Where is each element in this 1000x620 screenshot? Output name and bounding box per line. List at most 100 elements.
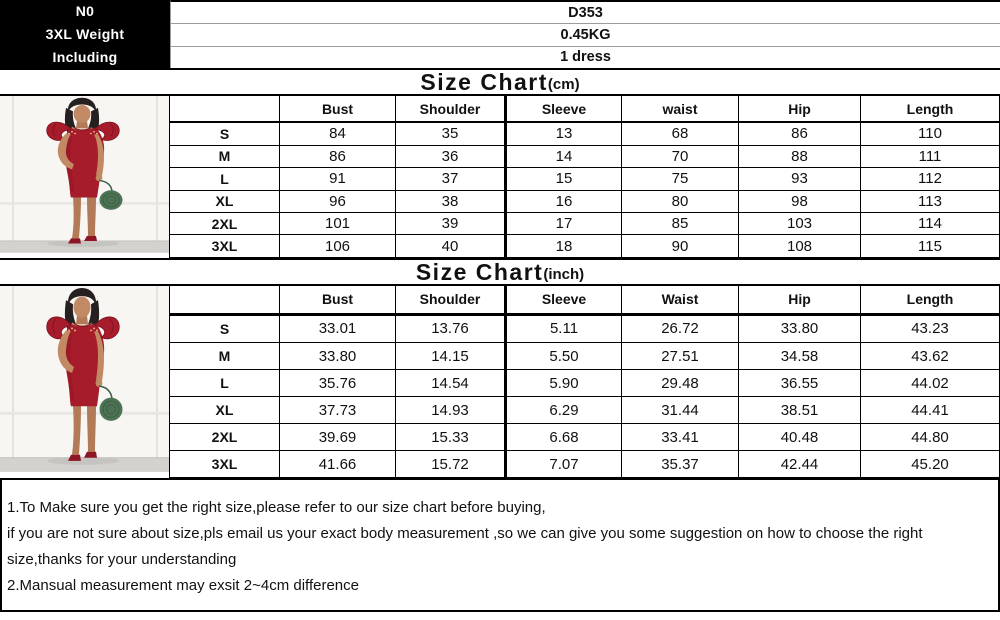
table-row: S 84 35 13 68 86 110 — [169, 121, 1000, 146]
model-photo-illustration — [0, 96, 169, 258]
column-header: Hip — [738, 286, 861, 316]
note-line: if you are not sure about size,pls email… — [7, 525, 923, 542]
size-value: 18 — [504, 234, 622, 258]
size-value: 33.80 — [279, 342, 396, 370]
table-row: 2XL 39.69 15.33 6.68 33.41 40.48 44.80 — [169, 423, 1000, 451]
notes-section: 1.To Make sure you get the right size,pl… — [0, 478, 1000, 620]
size-value: 36.55 — [738, 369, 861, 397]
column-header — [169, 286, 280, 316]
column-header: Length — [860, 96, 1000, 123]
size-label: M — [169, 342, 280, 370]
size-label: 3XL — [169, 234, 280, 258]
table-row: M 33.80 14.15 5.50 27.51 34.58 43.62 — [169, 342, 1000, 370]
size-value: 27.51 — [621, 342, 739, 370]
info-label-no: N0 — [75, 3, 95, 20]
size-value: 33.01 — [279, 313, 396, 343]
size-value: 5.50 — [504, 342, 622, 370]
size-value: 16 — [504, 189, 622, 214]
size-value: 108 — [738, 234, 861, 258]
header-row: Bust Shoulder Sleeve waist Hip Length — [169, 96, 1000, 123]
size-value: 17 — [504, 211, 622, 236]
column-header: Bust — [279, 96, 396, 123]
column-header: Sleeve — [504, 96, 622, 123]
size-value: 88 — [738, 144, 861, 169]
size-value: 111 — [860, 144, 1000, 169]
title-unit-inch: (inch) — [543, 266, 585, 283]
size-value: 68 — [621, 121, 739, 146]
size-value: 43.62 — [860, 342, 1000, 370]
column-header: Length — [860, 286, 1000, 316]
size-value: 14.54 — [395, 369, 506, 397]
title-unit-cm: (cm) — [547, 76, 580, 93]
size-value: 37.73 — [279, 396, 396, 424]
cm-section: Bust Shoulder Sleeve waist Hip Length S 84 35 13 6… — [0, 96, 1000, 258]
size-value: 115 — [860, 234, 1000, 258]
size-value: 15 — [504, 167, 622, 191]
product-info-row: N0 3XL Weight Including D353 0.45KG 1 dr… — [0, 0, 1000, 68]
size-value: 33.80 — [738, 313, 861, 343]
size-value: 35.76 — [279, 369, 396, 397]
size-value: 93 — [738, 167, 861, 191]
size-value: 103 — [738, 211, 861, 236]
inch-size-table: Bust Shoulder Sleeve Waist Hip Length S 33.01 13… — [169, 286, 1000, 478]
size-value: 40 — [395, 234, 506, 258]
size-value: 44.41 — [860, 396, 1000, 424]
size-value: 38 — [395, 189, 506, 214]
size-value: 37 — [395, 167, 506, 191]
size-value: 34.58 — [738, 342, 861, 370]
size-value: 42.44 — [738, 450, 861, 478]
product-photo-2 — [0, 286, 169, 478]
title-text-inch: Size Chart — [415, 258, 544, 285]
size-value: 5.11 — [504, 313, 622, 343]
size-value: 44.02 — [860, 369, 1000, 397]
size-value: 39.69 — [279, 423, 396, 451]
note-line: size,thanks for your understanding — [7, 551, 237, 568]
table-row: L 35.76 14.54 5.90 29.48 36.55 44.02 — [169, 369, 1000, 397]
size-value: 7.07 — [504, 450, 622, 478]
header-row: Bust Shoulder Sleeve Waist Hip Length — [169, 286, 1000, 316]
column-header: Shoulder — [395, 286, 506, 316]
size-chart-inch-title: Size Chart (inch) — [0, 258, 1000, 286]
size-value: 43.23 — [860, 313, 1000, 343]
size-value: 84 — [279, 121, 396, 146]
note-line: 1.To Make sure you get the right size,pl… — [7, 499, 546, 516]
size-value: 101 — [279, 211, 396, 236]
size-label: L — [169, 369, 280, 397]
size-label: S — [169, 313, 280, 343]
size-value: 6.29 — [504, 396, 622, 424]
column-header: Hip — [738, 96, 861, 123]
size-value: 98 — [738, 189, 861, 214]
info-value-contents: 1 dress — [560, 49, 611, 66]
table-row: XL 96 38 16 80 98 113 — [169, 189, 1000, 214]
size-value: 15.72 — [395, 450, 506, 478]
table-row: XL 37.73 14.93 6.29 31.44 38.51 44.41 — [169, 396, 1000, 424]
table-row: L 91 37 15 75 93 112 — [169, 167, 1000, 191]
size-value: 26.72 — [621, 313, 739, 343]
size-value: 38.51 — [738, 396, 861, 424]
title-text-cm: Size Chart — [420, 68, 548, 95]
table-row: S 33.01 13.76 5.11 26.72 33.80 43.23 — [169, 313, 1000, 343]
size-value: 75 — [621, 167, 739, 191]
table-row: M 86 36 14 70 88 111 — [169, 144, 1000, 169]
size-label: L — [169, 167, 280, 191]
column-header: Waist — [621, 286, 739, 316]
size-label: 2XL — [169, 423, 280, 451]
product-info-values: D353 0.45KG 1 dress — [170, 0, 1000, 68]
note-line: 2.Mansual measurement may exsit 2~4cm di… — [7, 577, 359, 594]
size-value: 33.41 — [621, 423, 739, 451]
table-row: 3XL 106 40 18 90 108 115 — [169, 234, 1000, 258]
size-value: 90 — [621, 234, 739, 258]
size-label: 3XL — [169, 450, 280, 478]
size-value: 106 — [279, 234, 396, 258]
info-value-style-number: D353 — [171, 2, 1000, 25]
size-value: 6.68 — [504, 423, 622, 451]
size-value: 13.76 — [395, 313, 506, 343]
notes-text: 1.To Make sure you get the right size,pl… — [0, 478, 1000, 612]
size-label: M — [169, 144, 280, 169]
info-value-weight: 0.45KG — [171, 24, 1000, 47]
size-value: 45.20 — [860, 450, 1000, 478]
product-photo-1 — [0, 96, 169, 258]
size-value: 15.33 — [395, 423, 506, 451]
size-value: 91 — [279, 167, 396, 191]
